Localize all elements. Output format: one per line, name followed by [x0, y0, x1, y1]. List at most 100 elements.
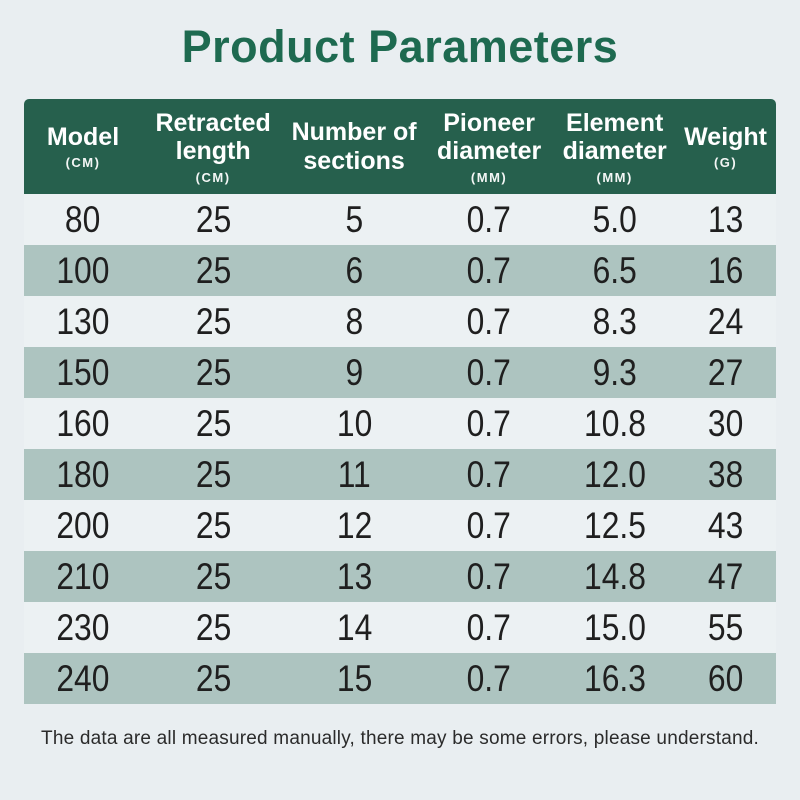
- cell-value: 6: [345, 249, 363, 291]
- cell-value: 12.5: [583, 504, 646, 546]
- table-cell: 0.7: [424, 500, 554, 551]
- column-label: Weight: [684, 122, 768, 151]
- table-cell: 60: [675, 653, 776, 704]
- table-cell: 25: [142, 653, 284, 704]
- cell-value: 240: [56, 657, 110, 699]
- cell-value: 8: [345, 300, 363, 342]
- table-cell: 25: [142, 551, 284, 602]
- column-label: Retracted length: [155, 108, 271, 166]
- cell-value: 11: [337, 453, 371, 495]
- table-body: 80 25 5 0.7 5.0 13 100 25 6 0.7 6.5 16 130 25 8 0.7 8.3 2…: [24, 194, 776, 704]
- cell-value: 10: [336, 402, 372, 444]
- cell-value: 25: [195, 453, 231, 495]
- header-cell-element-diameter: Element diameter (MM): [554, 99, 675, 194]
- table-cell: 43: [675, 500, 776, 551]
- cell-value: 12.0: [583, 453, 646, 495]
- cell-value: 15: [336, 657, 372, 699]
- table-cell: 13: [675, 194, 776, 245]
- cell-value: 100: [56, 249, 110, 291]
- cell-value: 24: [707, 300, 744, 342]
- cell-value: 25: [195, 300, 231, 342]
- table-cell: 16.3: [554, 653, 675, 704]
- table-row: 130 25 8 0.7 8.3 24: [24, 296, 776, 347]
- cell-value: 25: [195, 402, 231, 444]
- cell-value: 30: [707, 402, 744, 444]
- table-cell: 14.8: [554, 551, 675, 602]
- cell-value: 13: [336, 555, 372, 597]
- table-cell: 130: [24, 296, 142, 347]
- cell-value: 180: [56, 453, 110, 495]
- table-cell: 8: [284, 296, 424, 347]
- cell-value: 0.7: [466, 606, 512, 648]
- footer-note: The data are all measured manually, ther…: [41, 728, 759, 749]
- table-cell: 0.7: [424, 449, 554, 500]
- column-label: Pioneer diameter: [436, 108, 542, 166]
- cell-value: 150: [56, 351, 110, 393]
- table-cell: 25: [142, 245, 284, 296]
- cell-value: 0.7: [466, 249, 512, 291]
- cell-value: 12: [336, 504, 372, 546]
- cell-value: 27: [707, 351, 744, 393]
- cell-value: 6.5: [592, 249, 637, 291]
- cell-value: 25: [195, 198, 231, 240]
- table-cell: 10: [284, 398, 424, 449]
- column-label: Model: [46, 122, 120, 151]
- column-unit: (G): [713, 155, 738, 171]
- table-row: 160 25 10 0.7 10.8 30: [24, 398, 776, 449]
- table-cell: 100: [24, 245, 142, 296]
- table-cell: 0.7: [424, 296, 554, 347]
- header-cell-number-of-sections: Number of sections: [284, 99, 424, 194]
- cell-value: 47: [707, 555, 744, 597]
- cell-value: 200: [56, 504, 110, 546]
- table-cell: 12.0: [554, 449, 675, 500]
- cell-value: 210: [56, 555, 110, 597]
- cell-value: 15.0: [583, 606, 646, 648]
- cell-value: 43: [707, 504, 744, 546]
- table-cell: 38: [675, 449, 776, 500]
- header-cell-retracted-length: Retracted length (CM): [142, 99, 284, 194]
- table-cell: 27: [675, 347, 776, 398]
- table-cell: 11: [284, 449, 424, 500]
- table-cell: 0.7: [424, 398, 554, 449]
- table-cell: 25: [142, 602, 284, 653]
- header-cell-weight: Weight (G): [675, 99, 776, 194]
- cell-value: 25: [195, 249, 231, 291]
- table-cell: 200: [24, 500, 142, 551]
- cell-value: 5: [345, 198, 363, 240]
- cell-value: 55: [707, 606, 744, 648]
- cell-value: 16.3: [583, 657, 646, 699]
- cell-value: 130: [56, 300, 110, 342]
- table-cell: 6: [284, 245, 424, 296]
- cell-value: 25: [195, 351, 231, 393]
- table-cell: 0.7: [424, 551, 554, 602]
- table-cell: 25: [142, 296, 284, 347]
- table-cell: 13: [284, 551, 424, 602]
- header-cell-pioneer-diameter: Pioneer diameter (MM): [424, 99, 554, 194]
- cell-value: 38: [707, 453, 744, 495]
- table-cell: 16: [675, 245, 776, 296]
- table-cell: 14: [284, 602, 424, 653]
- cell-value: 160: [56, 402, 110, 444]
- table-cell: 5: [284, 194, 424, 245]
- cell-value: 9: [345, 351, 363, 393]
- table-row: 230 25 14 0.7 15.0 55: [24, 602, 776, 653]
- table-cell: 15: [284, 653, 424, 704]
- cell-value: 25: [195, 606, 231, 648]
- cell-value: 10.8: [583, 402, 646, 444]
- table-cell: 25: [142, 347, 284, 398]
- table-row: 240 25 15 0.7 16.3 60: [24, 653, 776, 704]
- table-cell: 25: [142, 449, 284, 500]
- cell-value: 0.7: [466, 453, 512, 495]
- column-unit: (MM): [596, 169, 633, 185]
- table-cell: 12.5: [554, 500, 675, 551]
- table-cell: 25: [142, 194, 284, 245]
- cell-value: 0.7: [466, 555, 512, 597]
- cell-value: 0.7: [466, 351, 512, 393]
- table-cell: 25: [142, 500, 284, 551]
- cell-value: 0.7: [466, 198, 512, 240]
- header-cell-model: Model (CM): [24, 99, 142, 194]
- cell-value: 0.7: [466, 300, 512, 342]
- table-cell: 210: [24, 551, 142, 602]
- cell-value: 25: [195, 504, 231, 546]
